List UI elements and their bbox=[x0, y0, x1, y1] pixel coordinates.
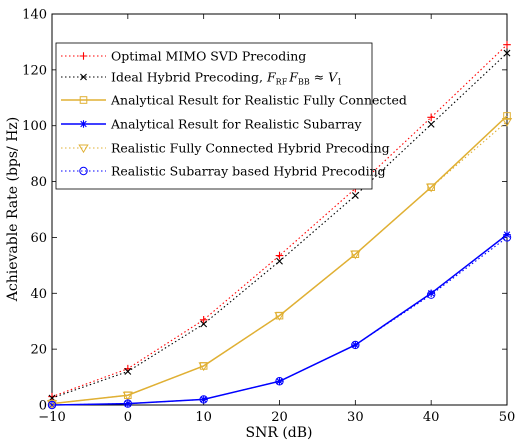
data-point bbox=[427, 120, 435, 128]
series-line bbox=[51, 121, 508, 405]
data-point bbox=[427, 289, 435, 298]
x-tick-label: 0 bbox=[124, 410, 132, 425]
data-point bbox=[198, 362, 209, 372]
data-point bbox=[122, 391, 134, 401]
y-tick-label: 100 bbox=[22, 119, 47, 134]
data-point bbox=[124, 399, 132, 408]
data-point bbox=[275, 377, 284, 386]
data-point bbox=[123, 399, 133, 408]
x-tick-label: 40 bbox=[423, 410, 440, 425]
legend-label: Analytical Result for Realistic Subarray bbox=[110, 117, 363, 132]
y-axis-label: Achievable Rate (bps/ Hz) bbox=[5, 117, 21, 303]
data-point bbox=[47, 400, 57, 410]
legend-box bbox=[55, 42, 373, 190]
data-point bbox=[124, 368, 132, 375]
y-tick-label: 20 bbox=[30, 343, 47, 358]
data-point bbox=[351, 192, 359, 199]
data-point bbox=[503, 49, 511, 57]
legend-entry-4: Analytical Result for Realistic Subarray bbox=[61, 117, 363, 132]
data-point bbox=[427, 113, 435, 122]
data-point bbox=[425, 183, 437, 193]
series-6 bbox=[47, 233, 512, 410]
data-point bbox=[79, 166, 88, 176]
data-point bbox=[503, 112, 511, 120]
legend-entry-6: Realistic Subarray based Hybrid Precodin… bbox=[61, 164, 386, 179]
data-point bbox=[274, 312, 285, 321]
data-point bbox=[79, 96, 88, 104]
data-point bbox=[48, 392, 56, 401]
legend-entry-5: Realistic Fully Connected Hybrid Precodi… bbox=[61, 141, 390, 156]
data-point bbox=[426, 290, 436, 299]
y-tick-label: 60 bbox=[30, 231, 47, 246]
data-point bbox=[79, 120, 88, 128]
data-point bbox=[503, 40, 511, 49]
y-tick-label: 40 bbox=[30, 287, 47, 302]
x-tick-label: 50 bbox=[499, 410, 516, 425]
series-layer bbox=[46, 40, 513, 410]
data-point bbox=[350, 250, 361, 260]
x-tick-label: −10 bbox=[38, 410, 65, 425]
legend-entry-1: Optimal MIMO SVD Precoding bbox=[61, 49, 306, 64]
y-tick-label: 0 bbox=[39, 399, 47, 414]
data-point bbox=[501, 118, 513, 127]
data-point bbox=[275, 377, 284, 386]
data-point bbox=[46, 400, 58, 409]
data-point bbox=[351, 340, 360, 350]
legend-label: Optimal MIMO SVD Precoding bbox=[111, 49, 306, 64]
y-tick-label: 120 bbox=[22, 63, 47, 78]
legend-entry-3: Analytical Result for Realistic Fully Co… bbox=[61, 93, 407, 108]
y-tick-label: 140 bbox=[22, 8, 47, 23]
series-line bbox=[51, 236, 508, 406]
data-point bbox=[79, 52, 88, 60]
data-point bbox=[80, 73, 87, 81]
data-point bbox=[276, 257, 283, 265]
data-point bbox=[199, 395, 208, 404]
legend-label: Analytical Result for Realistic Fully Co… bbox=[110, 93, 407, 108]
x-tick-label: 10 bbox=[195, 410, 212, 425]
data-point bbox=[199, 395, 208, 404]
data-point bbox=[503, 230, 511, 239]
data-point bbox=[199, 316, 208, 324]
x-axis-label: SNR (dB) bbox=[245, 425, 312, 441]
data-point bbox=[200, 320, 208, 328]
x-tick-label: 30 bbox=[347, 410, 364, 425]
data-point bbox=[275, 251, 284, 260]
data-point bbox=[502, 233, 512, 242]
series-5 bbox=[46, 118, 513, 409]
legend-label: Realistic Fully Connected Hybrid Precodi… bbox=[111, 141, 390, 156]
legend-label: Realistic Subarray based Hybrid Precodin… bbox=[111, 164, 386, 179]
x-tick-label: 20 bbox=[271, 410, 288, 425]
data-point bbox=[351, 341, 360, 349]
data-point bbox=[78, 144, 89, 154]
y-tick-label: 80 bbox=[30, 175, 47, 190]
